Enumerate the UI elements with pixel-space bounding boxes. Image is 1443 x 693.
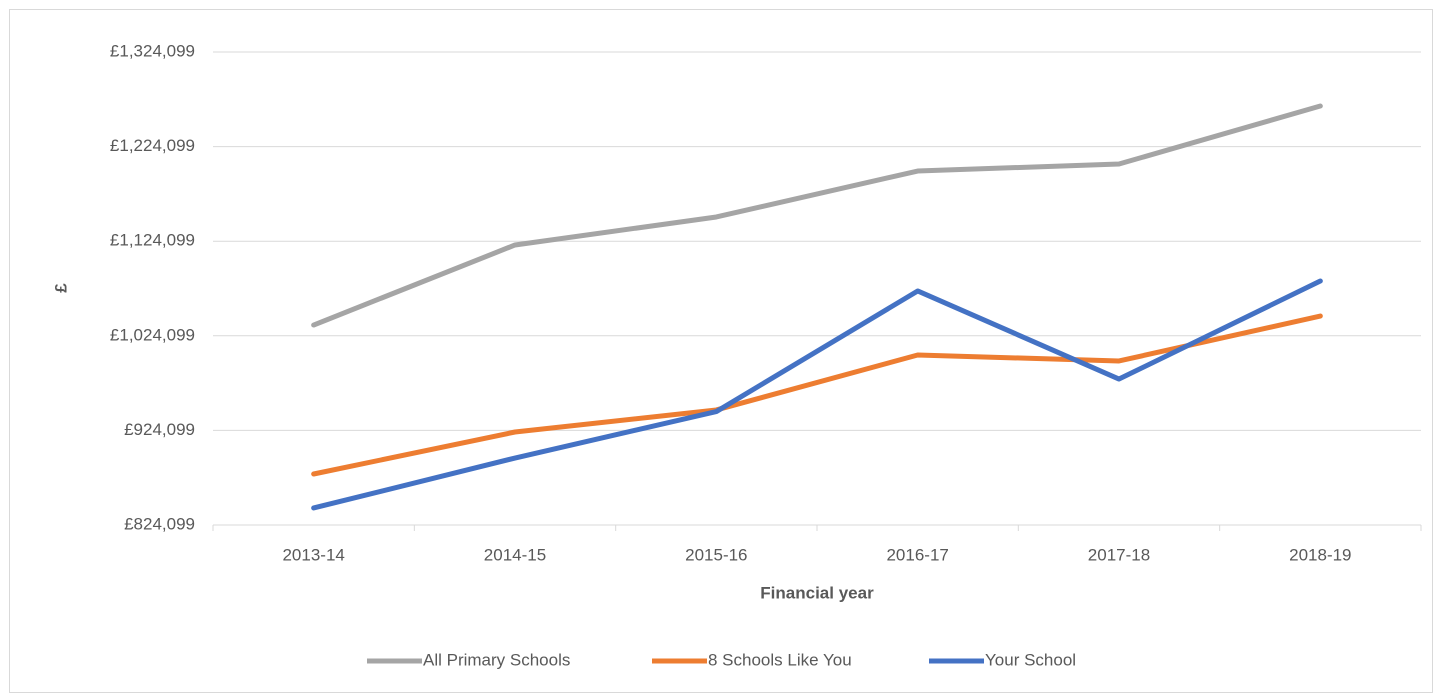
series-line <box>311 103 1323 328</box>
legend-label: All Primary Schools <box>423 650 570 669</box>
y-tick-label: £1,324,099 <box>110 41 195 60</box>
legend-label: Your School <box>985 650 1076 669</box>
x-tick-label: 2013-14 <box>282 545 344 564</box>
y-tick-label: £824,099 <box>124 514 195 533</box>
series-line <box>311 313 1323 477</box>
x-tick-label: 2014-15 <box>484 545 546 564</box>
y-tick-label: £1,124,099 <box>110 231 195 250</box>
legend-label: 8 Schools Like You <box>708 650 852 669</box>
y-tick-label: £1,024,099 <box>110 325 195 344</box>
y-axis-title: £ <box>51 283 70 293</box>
y-tick-label: £924,099 <box>124 420 195 439</box>
x-axis-title: Financial year <box>760 583 874 602</box>
x-tick-label: 2018-19 <box>1289 545 1351 564</box>
x-tick-label: 2017-18 <box>1088 545 1150 564</box>
chart-frame <box>9 9 1433 693</box>
y-tick-label: £1,224,099 <box>110 136 195 155</box>
series-line <box>311 278 1323 511</box>
x-tick-label: 2016-17 <box>886 545 948 564</box>
x-tick-label: 2015-16 <box>685 545 747 564</box>
